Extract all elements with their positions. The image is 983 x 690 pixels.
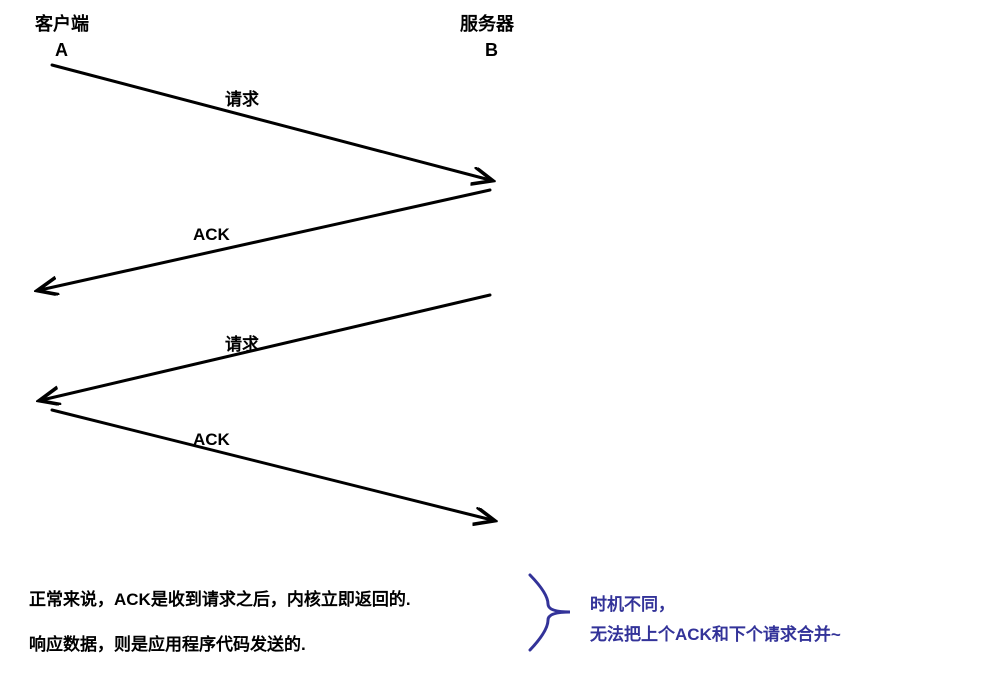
- diagram-svg: [0, 0, 983, 690]
